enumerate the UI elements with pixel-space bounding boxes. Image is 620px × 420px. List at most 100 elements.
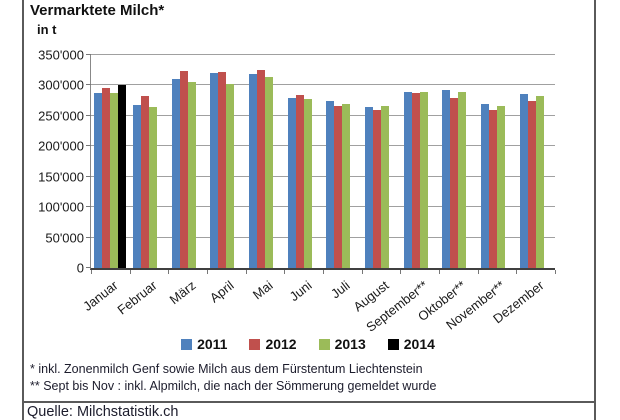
bar-slot	[234, 55, 242, 268]
bar-slot	[118, 55, 127, 268]
x-tick-mark	[361, 270, 363, 274]
bar-slot	[458, 55, 467, 268]
gridline-300'000	[91, 84, 555, 86]
bar-slot	[411, 55, 420, 268]
bar-group-August	[362, 55, 401, 268]
bar-slot	[218, 55, 227, 268]
bar-2012-Februar	[140, 95, 149, 268]
y-tick-mark	[86, 236, 91, 238]
x-tick-label-April: April	[207, 277, 237, 306]
bar-2012-August	[372, 109, 381, 268]
bar-slot	[287, 55, 296, 268]
bar-slot	[342, 55, 351, 268]
bar-2011-Juni	[287, 97, 296, 268]
footnote-2: ** Sept bis Nov : inkl. Alpmilch, die na…	[30, 379, 437, 393]
bar-slot	[450, 55, 459, 268]
bar-slot	[303, 55, 312, 268]
x-tick-label-Mai: Mai	[249, 277, 276, 303]
gridline-350'000	[91, 54, 555, 55]
right-border-line	[594, 0, 596, 420]
bar-slot	[264, 55, 273, 268]
bar-2013-Juli	[342, 104, 351, 268]
bar-slot	[350, 55, 358, 268]
y-tick-label: 350'000	[38, 47, 84, 63]
bar-group-September	[400, 55, 439, 268]
legend-item-2012: 2012	[249, 336, 297, 352]
x-tick-mark	[168, 270, 170, 274]
bar-2011-März	[171, 79, 180, 268]
bar-slot	[179, 55, 188, 268]
x-tick-label-Juli: Juli	[328, 277, 353, 302]
bar-slot	[372, 55, 381, 268]
bar-2012-Januar	[102, 87, 111, 268]
legend-label-2012: 2012	[265, 336, 297, 352]
bar-2011-Juli	[326, 100, 335, 268]
bar-slot	[273, 55, 281, 268]
y-tick-label: 300'000	[38, 77, 84, 93]
bar-2012-Mai	[256, 69, 265, 268]
x-tick-mark	[129, 270, 131, 274]
bar-2011-September	[403, 91, 412, 268]
bar-slot	[544, 55, 552, 268]
bar-slot	[148, 55, 157, 268]
bar-2011-Dezember	[519, 93, 528, 268]
bar-2012-März	[179, 71, 188, 268]
bar-2013-April	[226, 83, 235, 268]
y-tick-mark	[86, 54, 91, 55]
x-tick-label-Januar: Januar	[80, 277, 121, 314]
bar-slot	[403, 55, 412, 268]
bar-2013-Oktober	[458, 91, 467, 268]
bar-group-Februar	[130, 55, 169, 268]
bar-2012-Oktober	[450, 98, 459, 268]
gridline-100'000	[91, 206, 555, 208]
bar-2013-September	[419, 91, 428, 268]
bar-2011-April	[210, 72, 219, 268]
x-tick-mark	[284, 270, 286, 274]
legend-swatch-2011	[181, 338, 193, 350]
legend-swatch-2012	[249, 338, 261, 350]
source-attribution: Quelle: Milchstatistik.ch	[27, 404, 179, 420]
bar-slot	[248, 55, 257, 268]
separator-line	[24, 401, 594, 403]
footnote-1: * inkl. Zonenmilch Genf sowie Milch aus …	[30, 362, 423, 376]
bar-2011-Mai	[248, 74, 257, 268]
legend-item-2013: 2013	[318, 336, 366, 352]
x-tick-mark	[245, 270, 247, 274]
bar-slot	[94, 55, 103, 268]
bar-slot	[295, 55, 304, 268]
bar-2012-September	[411, 93, 420, 268]
bar-2011-Februar	[132, 104, 141, 268]
legend-label-2013: 2013	[334, 336, 366, 352]
bar-slot	[496, 55, 505, 268]
bar-slot	[380, 55, 389, 268]
bar-2012-Juni	[295, 94, 304, 268]
bar-group-Oktober	[439, 55, 478, 268]
x-tick-mark	[323, 270, 324, 274]
bar-group-Mai	[246, 55, 285, 268]
bar-group-Juli	[323, 55, 362, 268]
y-tick-label: 250'000	[38, 108, 84, 124]
x-tick-mark	[516, 270, 518, 274]
bar-2012-November	[488, 110, 497, 268]
y-tick-label: 200'000	[38, 138, 84, 154]
y-tick-label: 150'000	[38, 169, 84, 185]
bar-slot	[442, 55, 451, 268]
legend-item-2011: 2011	[181, 336, 227, 352]
y-tick-mark	[86, 114, 91, 116]
footnotes: * inkl. Zonenmilch Genf sowie Milch aus …	[30, 361, 436, 395]
bar-slot	[334, 55, 343, 268]
y-tick-label: 50'000	[45, 230, 84, 246]
bar-slot	[210, 55, 219, 268]
bar-slot	[519, 55, 528, 268]
gridline-50'000	[91, 236, 555, 238]
bar-slot	[196, 55, 204, 268]
bar-slot	[535, 55, 544, 268]
bar-slot	[480, 55, 489, 268]
bar-2012-April	[218, 72, 227, 268]
bar-2014-Januar	[118, 85, 127, 268]
x-tick-mark	[477, 270, 479, 274]
bar-slot	[364, 55, 373, 268]
bar-slot	[157, 55, 165, 268]
bar-slot	[428, 55, 436, 268]
bar-slot	[466, 55, 474, 268]
